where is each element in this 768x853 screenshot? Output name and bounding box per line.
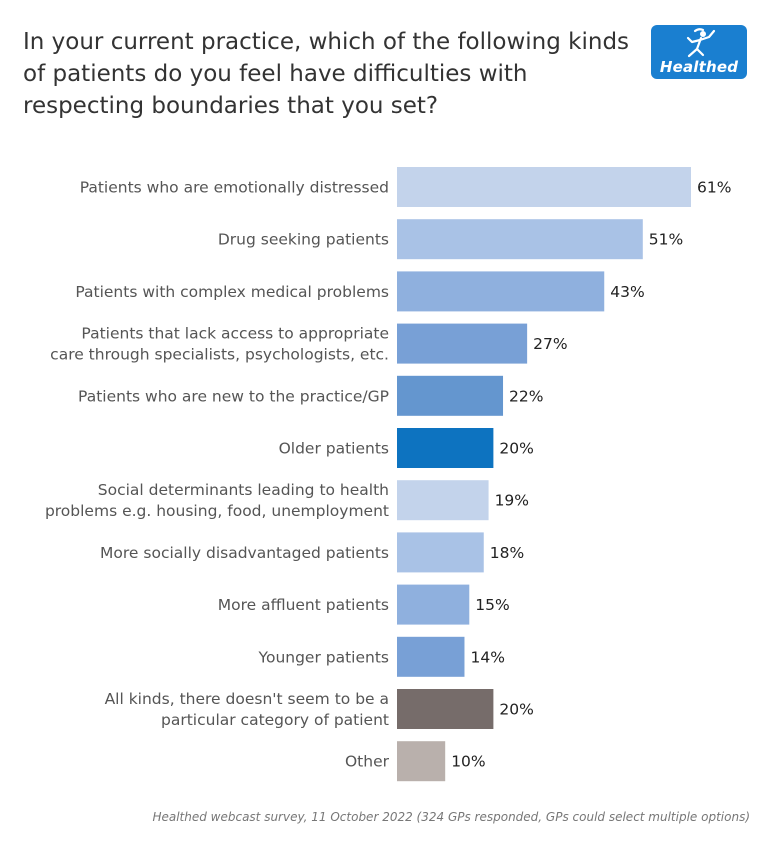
- bar-3: [397, 323, 528, 364]
- bar-7: [397, 532, 484, 573]
- category-label-7: More socially disadvantaged patients: [100, 544, 389, 562]
- value-label-8: 15%: [475, 596, 509, 614]
- category-label-4: Patients who are new to the practice/GP: [78, 387, 389, 405]
- bar-5: [397, 428, 494, 468]
- value-label-7: 18%: [490, 544, 524, 562]
- category-label-2: Patients with complex medical problems: [75, 283, 389, 301]
- value-label-11: 10%: [451, 753, 485, 771]
- value-label-1: 51%: [649, 231, 683, 249]
- chart-title: In your current practice, which of the f…: [23, 29, 630, 119]
- bar-9: [397, 636, 465, 677]
- category-label-9: Younger patients: [258, 648, 389, 666]
- category-label-1: Drug seeking patients: [218, 231, 389, 249]
- bar-chart: Patients who are emotionally distressed 6…: [45, 167, 731, 782]
- value-label-2: 43%: [610, 283, 644, 301]
- category-label-5: Older patients: [279, 440, 389, 458]
- healthed-logo: Healthed: [651, 25, 747, 79]
- category-label-11: Other: [345, 753, 390, 771]
- bar-10: [397, 689, 494, 729]
- bar-0: [397, 167, 691, 207]
- category-label-6: Social determinants leading to health pro…: [45, 481, 389, 520]
- value-label-6: 19%: [495, 492, 529, 510]
- bar-2: [397, 271, 605, 312]
- bar-6: [397, 480, 489, 521]
- value-label-9: 14%: [470, 648, 504, 666]
- bar-1: [397, 219, 643, 260]
- value-label-4: 22%: [509, 387, 543, 405]
- bar-11: [397, 741, 446, 782]
- category-label-0: Patients who are emotionally distressed: [80, 179, 389, 197]
- bar-8: [397, 584, 470, 625]
- footnote: Healthed webcast survey, 11 October 2022…: [152, 810, 750, 824]
- running-figure-icon: [686, 28, 716, 58]
- category-label-3: Patients that lack access to appropriate…: [50, 325, 389, 364]
- category-label-8: More affluent patients: [218, 596, 389, 614]
- value-label-10: 20%: [499, 701, 533, 719]
- logo-text: Healthed: [659, 58, 739, 76]
- category-label-10: All kinds, there doesn't seem to be a par…: [105, 690, 389, 729]
- value-label-5: 20%: [499, 440, 533, 458]
- bar-4: [397, 375, 504, 416]
- value-label-0: 61%: [697, 179, 731, 197]
- value-label-3: 27%: [533, 335, 567, 353]
